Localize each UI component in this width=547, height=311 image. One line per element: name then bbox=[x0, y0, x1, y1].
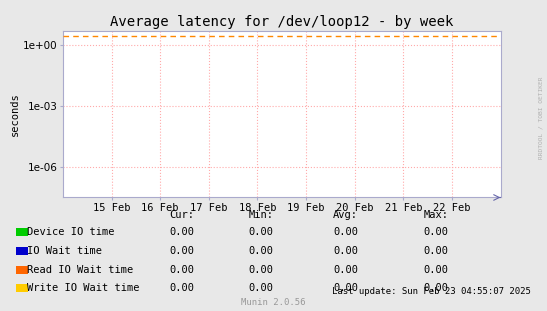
Text: IO Wait time: IO Wait time bbox=[27, 246, 102, 256]
Text: 0.00: 0.00 bbox=[248, 227, 274, 237]
Text: Last update: Sun Feb 23 04:55:07 2025: Last update: Sun Feb 23 04:55:07 2025 bbox=[331, 287, 531, 296]
Text: Min:: Min: bbox=[248, 210, 274, 220]
Text: Write IO Wait time: Write IO Wait time bbox=[27, 283, 140, 293]
Text: 0.00: 0.00 bbox=[248, 265, 274, 275]
Text: 0.00: 0.00 bbox=[169, 283, 194, 293]
Text: Device IO time: Device IO time bbox=[27, 227, 115, 237]
Text: 0.00: 0.00 bbox=[423, 283, 449, 293]
Text: 0.00: 0.00 bbox=[333, 227, 358, 237]
Text: Max:: Max: bbox=[423, 210, 449, 220]
Text: 0.00: 0.00 bbox=[248, 283, 274, 293]
Text: 0.00: 0.00 bbox=[169, 227, 194, 237]
Text: 0.00: 0.00 bbox=[423, 265, 449, 275]
Text: 0.00: 0.00 bbox=[423, 227, 449, 237]
Y-axis label: seconds: seconds bbox=[10, 92, 20, 136]
Text: Read IO Wait time: Read IO Wait time bbox=[27, 265, 133, 275]
Text: Cur:: Cur: bbox=[169, 210, 194, 220]
Text: 0.00: 0.00 bbox=[248, 246, 274, 256]
Text: 0.00: 0.00 bbox=[333, 283, 358, 293]
Text: RRDTOOL / TOBI OETIKER: RRDTOOL / TOBI OETIKER bbox=[538, 77, 543, 160]
Title: Average latency for /dev/loop12 - by week: Average latency for /dev/loop12 - by wee… bbox=[110, 15, 453, 29]
Text: Avg:: Avg: bbox=[333, 210, 358, 220]
Text: 0.00: 0.00 bbox=[333, 265, 358, 275]
Text: Munin 2.0.56: Munin 2.0.56 bbox=[241, 298, 306, 307]
Text: 0.00: 0.00 bbox=[423, 246, 449, 256]
Text: 0.00: 0.00 bbox=[169, 265, 194, 275]
Text: 0.00: 0.00 bbox=[169, 246, 194, 256]
Text: 0.00: 0.00 bbox=[333, 246, 358, 256]
